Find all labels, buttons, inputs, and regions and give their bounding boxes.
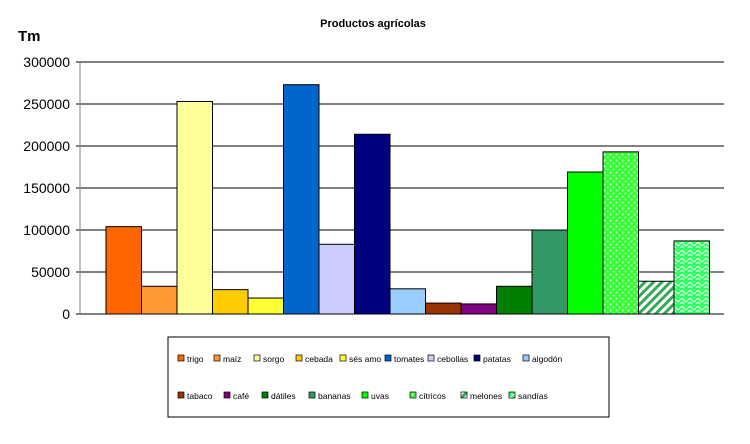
chart-title: Productos agrícolas xyxy=(320,18,426,30)
bar-dátiles xyxy=(496,285,533,315)
legend-label: patatas xyxy=(483,354,511,364)
legend-label: tabaco xyxy=(187,391,213,401)
legend: trigo maíz sorgo cebada sés amo tomates ceboll… xyxy=(177,354,563,401)
legend-swatch xyxy=(339,354,347,362)
bar-cebada xyxy=(212,289,249,315)
y-tick-label: 100000 xyxy=(23,222,70,238)
y-tick-label: 200000 xyxy=(23,138,70,154)
legend-swatch xyxy=(384,354,392,362)
legend-label: algodón xyxy=(532,354,563,364)
y-axis-ticks: 0 50000 100000 150000 200000 250000 300000 xyxy=(23,54,80,322)
bar-café xyxy=(460,303,497,315)
legend-box xyxy=(167,336,610,418)
bar-bananas xyxy=(531,229,568,315)
legend-label: maíz xyxy=(223,354,241,364)
legend-swatch xyxy=(177,391,185,399)
bar-sorgo xyxy=(176,100,213,315)
bars xyxy=(105,84,710,315)
bar-algodón xyxy=(389,288,426,315)
bar-sandías xyxy=(673,240,710,315)
legend-swatch xyxy=(308,391,316,399)
legend-swatch xyxy=(522,354,530,362)
legend-swatch xyxy=(213,354,221,362)
bar-cítricos xyxy=(602,151,639,315)
legend-label: cebada xyxy=(305,354,333,364)
legend-label: tomates xyxy=(394,354,424,364)
y-tick-label: 300000 xyxy=(23,54,70,70)
legend-label: sés amo xyxy=(349,354,381,364)
y-axis-label: Tm xyxy=(18,28,41,45)
y-tick-label: 0 xyxy=(62,306,70,322)
bar-melones xyxy=(638,280,675,315)
bar-patatas xyxy=(354,133,391,315)
legend-label: trigo xyxy=(187,354,204,364)
legend-label: bananas xyxy=(318,391,351,401)
legend-swatch xyxy=(361,391,369,399)
bar-uvas xyxy=(567,171,604,315)
bar-tabaco xyxy=(425,302,462,315)
legend-swatch xyxy=(427,354,435,362)
legend-swatch xyxy=(177,354,185,362)
bar-maíz xyxy=(141,285,178,315)
legend-label: dátiles xyxy=(271,391,296,401)
bar-sésamo xyxy=(247,297,284,315)
y-tick-label: 150000 xyxy=(23,180,70,196)
legend-swatch xyxy=(473,354,481,362)
legend-swatch xyxy=(508,391,516,399)
legend-swatch xyxy=(409,391,417,399)
legend-label: café xyxy=(233,391,249,401)
bar-tomates xyxy=(283,84,320,315)
legend-label: sorgo xyxy=(263,354,285,364)
legend-label: uvas xyxy=(371,391,389,401)
legend-swatch xyxy=(460,391,468,399)
bar-cebollas xyxy=(318,243,355,315)
legend-swatch xyxy=(295,354,303,362)
legend-label: cítricos xyxy=(419,391,446,401)
legend-swatch xyxy=(253,354,261,362)
legend-label: melones xyxy=(470,391,502,401)
legend-label: cebollas xyxy=(437,354,468,364)
legend-swatch xyxy=(261,391,269,399)
y-tick-label: 250000 xyxy=(23,96,70,112)
legend-label: sandías xyxy=(518,391,548,401)
legend-swatch xyxy=(223,391,231,399)
y-tick-label: 50000 xyxy=(31,264,70,280)
bar-trigo xyxy=(105,226,142,315)
